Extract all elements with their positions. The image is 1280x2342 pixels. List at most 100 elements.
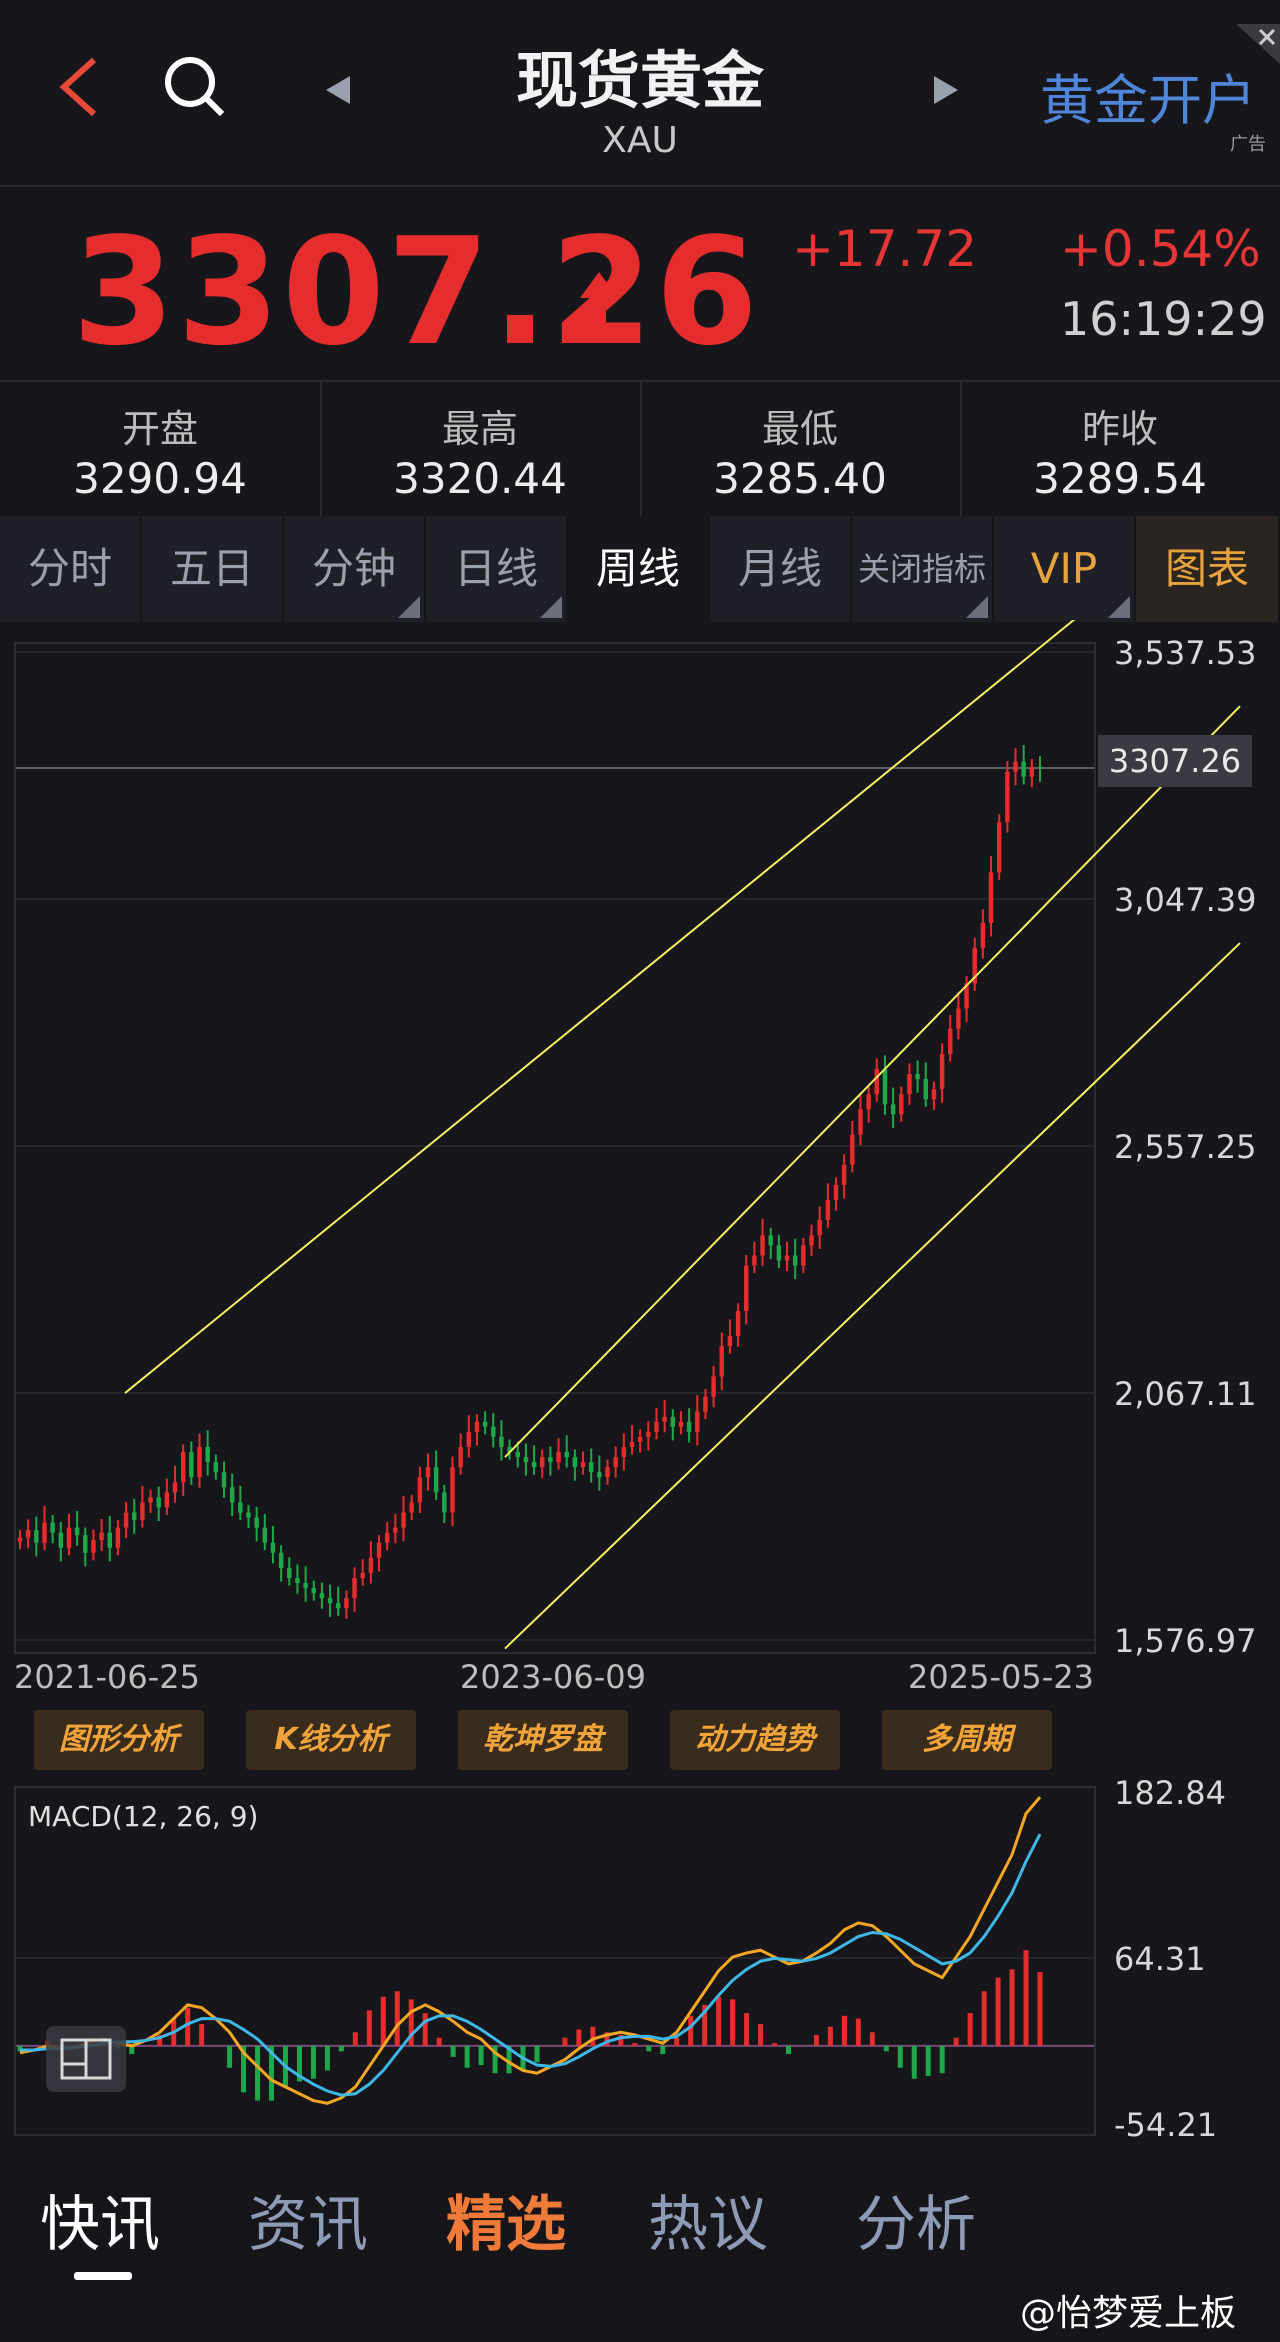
candle-body (907, 1074, 912, 1095)
candle-body (686, 1421, 692, 1432)
candle-body (972, 948, 977, 984)
period-tabs: 分时 五日 分钟 日线 周线 月线 关闭指标 VIP 图表 (0, 516, 1280, 622)
candle-body (148, 1497, 153, 1503)
stat-low: 最低 3285.40 (640, 382, 962, 517)
candle-body (613, 1457, 618, 1468)
candle-body (564, 1452, 569, 1458)
candle-body (287, 1567, 292, 1579)
macd-axis-top: 182.84 (1114, 1774, 1226, 1812)
multi-period-button[interactable]: 多周期 (882, 1710, 1052, 1770)
ad-open-account-link[interactable]: 黄金开户 (1040, 69, 1256, 132)
candle-body (466, 1431, 472, 1447)
y-axis-tick-label: 1,576.97 (1114, 1622, 1257, 1660)
candle-body (540, 1457, 545, 1468)
nav-flash-news[interactable]: 快讯 (40, 2190, 160, 2260)
candle-body (180, 1452, 186, 1483)
candle-body (996, 822, 1002, 873)
next-instrument-icon[interactable] (928, 72, 964, 108)
candle-body (874, 1069, 880, 1095)
previous-instrument-icon[interactable] (320, 72, 356, 108)
tab-intraday[interactable]: 分时 (0, 516, 142, 622)
header: 现货黄金 XAU 黄金开户 广告 (0, 0, 1280, 185)
candle-body (629, 1441, 635, 1447)
kline-and-macd-chart[interactable]: 3,537.53 3,047.39 2,557.25 2,067.11 1,576.97… (0, 620, 1280, 2120)
candle-body (670, 1416, 676, 1427)
instrument-title: 现货黄金 (515, 44, 764, 117)
macd-dea-line (20, 1833, 1042, 2097)
candle-body (384, 1532, 390, 1543)
candle-body (988, 872, 994, 923)
search-icon[interactable] (160, 52, 230, 122)
candle-body (923, 1079, 928, 1100)
tab-five-day[interactable]: 五日 (142, 516, 284, 622)
tab-label: 分时 (27, 544, 112, 593)
candle-body (719, 1346, 724, 1377)
candle-body (784, 1255, 790, 1261)
candle-body (229, 1487, 235, 1503)
price-change: +17.72 (792, 220, 978, 278)
candle-body (295, 1578, 300, 1584)
tab-daily[interactable]: 日线 (426, 516, 568, 622)
candle-body (409, 1502, 414, 1513)
kline-analysis-button[interactable]: K线分析 (246, 1710, 416, 1770)
candle-body (776, 1245, 782, 1261)
x-axis-tick-label: 2025-05-23 (908, 1658, 1094, 1696)
candle-body (703, 1396, 708, 1412)
ad-close-icon[interactable] (1236, 24, 1280, 64)
tab-chart-table[interactable]: 图表 (1136, 516, 1280, 622)
candle-body (588, 1462, 594, 1473)
candle-body (99, 1532, 104, 1541)
candle-body (1021, 761, 1026, 777)
candle-body (368, 1557, 374, 1573)
tab-vip[interactable]: VIP (994, 516, 1136, 622)
candle-body (132, 1512, 137, 1521)
layout-toggle-icon[interactable] (44, 2024, 128, 2094)
candle-body (164, 1492, 170, 1508)
nav-news[interactable]: 资讯 (248, 2190, 368, 2260)
nav-analysis[interactable]: 分析 (856, 2190, 976, 2260)
macd-axis-mid: 64.31 (1114, 1940, 1206, 1978)
candle-body (858, 1109, 863, 1135)
pattern-analysis-button[interactable]: 图形分析 (34, 1710, 204, 1770)
candle-body (450, 1467, 455, 1513)
macd-dif-line (19, 1796, 1042, 2105)
instrument-code: XAU (602, 120, 678, 161)
tab-minute[interactable]: 分钟 (284, 516, 426, 622)
candle-body (189, 1452, 194, 1478)
candle-body (433, 1467, 439, 1493)
candle-body (401, 1512, 406, 1528)
momentum-trend-button[interactable]: 动力趋势 (670, 1710, 840, 1770)
ad-label: 广告 (1230, 134, 1266, 155)
tab-label: 五日 (169, 544, 254, 593)
candle-body (393, 1527, 398, 1533)
candle-body (899, 1094, 904, 1115)
candle-body (491, 1426, 496, 1437)
candle-body (621, 1446, 627, 1458)
candle-body (303, 1583, 308, 1589)
candle-body (1029, 766, 1035, 777)
nav-featured[interactable]: 精选 (446, 2190, 566, 2260)
tab-monthly[interactable]: 月线 (710, 516, 852, 622)
candle-body (17, 1537, 23, 1542)
stat-open: 开盘 3290.94 (0, 382, 322, 517)
candle-body (801, 1245, 806, 1266)
candle-body (270, 1542, 276, 1553)
candle-body (238, 1502, 243, 1513)
nav-discussion[interactable]: 热议 (648, 2190, 768, 2260)
candle-body (58, 1532, 64, 1548)
candle-body (523, 1457, 529, 1463)
tab-weekly[interactable]: 周线 (568, 516, 710, 622)
tab-label: 分钟 (311, 544, 396, 593)
compass-button[interactable]: 乾坤罗盘 (458, 1710, 628, 1770)
candle-body (768, 1235, 773, 1246)
candle-body (744, 1265, 749, 1311)
candle-body (115, 1527, 121, 1548)
back-icon[interactable] (50, 52, 110, 122)
candle-body (474, 1421, 480, 1432)
candle-body (605, 1467, 610, 1478)
candle-body (956, 1008, 961, 1029)
candle-body (156, 1497, 161, 1508)
last-price: 3307.26 (72, 206, 761, 378)
candle-body (442, 1492, 447, 1513)
tab-close-indicators[interactable]: 关闭指标 (852, 516, 994, 622)
